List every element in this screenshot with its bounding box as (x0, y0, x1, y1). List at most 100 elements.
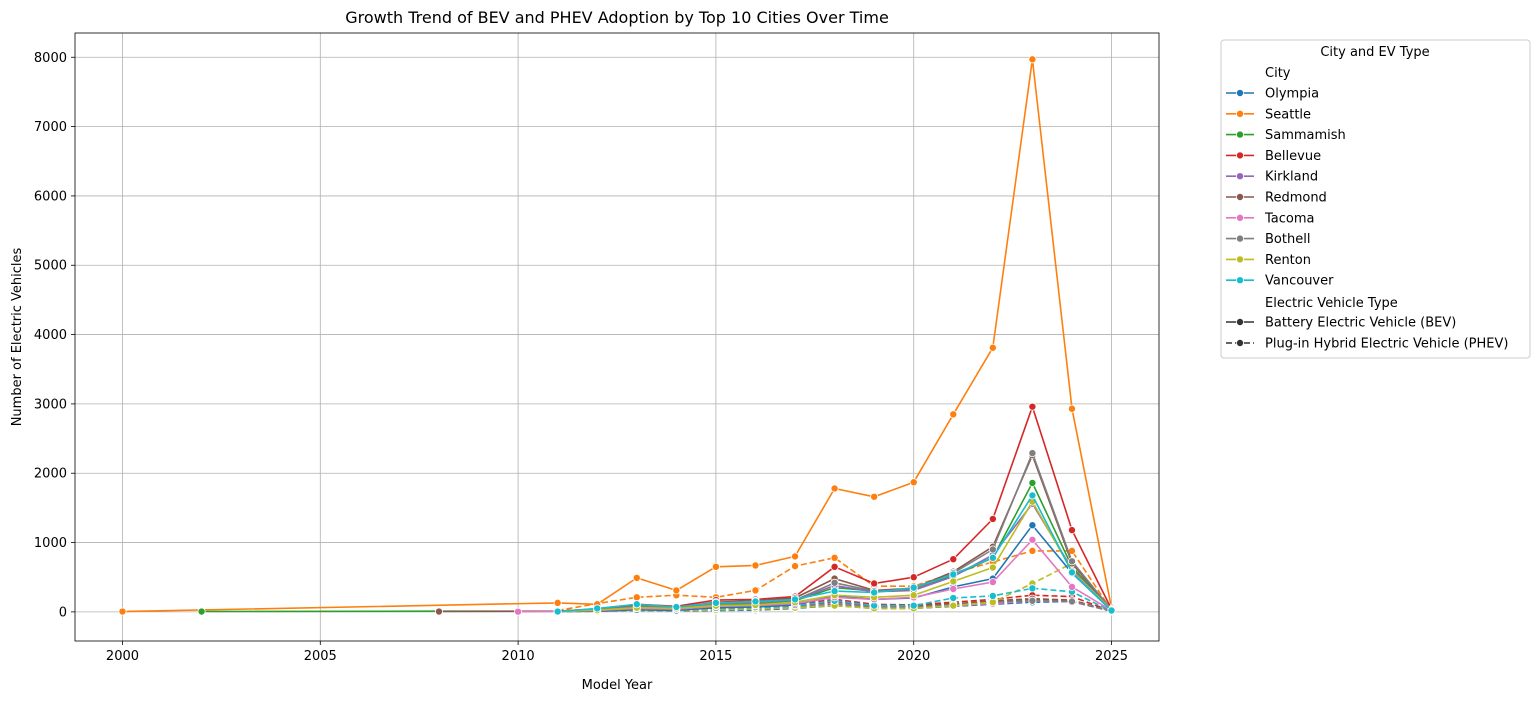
data-point-vancouver-bev (870, 588, 879, 597)
data-point-bellevue-bev (1067, 526, 1076, 535)
series-line-seattle-bev (122, 58, 1113, 613)
legend-item-seattle: Seattle (1226, 107, 1311, 122)
data-point-renton-bev (909, 591, 918, 600)
data-point-seattle-bev (1067, 404, 1076, 413)
data-point-seattle-bev (870, 492, 879, 501)
data-point-renton-bev (949, 577, 958, 586)
legend-label-redmond: Redmond (1265, 191, 1327, 206)
data-point-vancouver-bev (1028, 491, 1037, 500)
data-point-sammamish-bev (1028, 478, 1037, 487)
data-point-seattle-phev (830, 553, 839, 562)
legend-type-marker (1236, 338, 1245, 347)
x-tick-label: 2005 (304, 649, 337, 664)
data-point-seattle-bev (949, 410, 958, 419)
axis-ticks: 2000 2005 2010 2015 2020 2025 0 1000 2000 3000 400… (34, 51, 1128, 664)
legend-type-solid: Battery Electric Vehicle (BEV) (1226, 316, 1456, 331)
plot-area-frame (74, 32, 1160, 642)
legend-item-bothell: Bothell (1226, 232, 1310, 247)
x-tick-label: 2000 (106, 649, 139, 664)
legend-label-kirkland: Kirkland (1265, 170, 1318, 185)
series-lines (118, 55, 1116, 616)
legend: City and EV Type City Olympia Seattle Samm… (1220, 39, 1531, 359)
x-tick-label: 2025 (1095, 649, 1128, 664)
series-line-redmond-bev (438, 454, 1113, 613)
data-point-vancouver-bev (553, 607, 562, 616)
data-point-vancouver-bev (672, 603, 681, 612)
data-point-bellevue-bev (1028, 402, 1037, 411)
data-point-seattle-bev (672, 586, 681, 595)
data-point-seattle-bev (118, 607, 127, 616)
data-point-seattle-phev (791, 562, 800, 571)
y-tick-label: 3000 (34, 397, 67, 412)
legend-item-bellevue: Bellevue (1226, 149, 1321, 164)
legend-marker-bothell (1236, 234, 1245, 243)
legend-item-sammamish: Sammamish (1226, 128, 1346, 143)
legend-type-marker (1236, 317, 1245, 326)
data-point-bellevue-bev (909, 573, 918, 582)
legend-marker-sammamish (1236, 130, 1245, 139)
grid-lines (75, 33, 1159, 641)
data-point-bothell-phev (1028, 596, 1037, 605)
data-point-redmond-bev (434, 607, 443, 616)
legend-marker-renton (1236, 255, 1245, 264)
data-point-tacoma-bev (988, 578, 997, 587)
legend-city-entries: Olympia Seattle Sammamish Bellevue Kirkland R… (1226, 87, 1346, 289)
data-point-tacoma-bev (1067, 582, 1076, 591)
x-tick-label: 2010 (502, 649, 535, 664)
data-point-seattle-bev (711, 562, 720, 571)
legend-frame (1220, 39, 1531, 359)
legend-marker-olympia (1236, 89, 1245, 98)
data-point-bothell-bev (830, 578, 839, 587)
series-sammamish-bev (197, 478, 1116, 616)
legend-item-kirkland: Kirkland (1226, 170, 1318, 185)
data-point-olympia-bev (1028, 521, 1037, 530)
data-point-seattle-bev (909, 478, 918, 487)
y-tick-label: 4000 (34, 328, 67, 343)
data-point-bothell-bev (1028, 449, 1037, 458)
data-point-renton-bev (988, 563, 997, 572)
data-point-tacoma-bev (949, 585, 958, 594)
data-point-bellevue-bev (949, 555, 958, 564)
y-tick-label: 1000 (34, 536, 67, 551)
y-tick-label: 8000 (34, 51, 67, 66)
data-point-seattle-bev (751, 561, 760, 570)
y-tick-label: 6000 (34, 189, 67, 204)
data-point-vancouver-phev (949, 594, 958, 603)
legend-label-tacoma: Tacoma (1264, 211, 1315, 226)
data-point-bothell-phev (1067, 597, 1076, 606)
series-line-tacoma-bev (518, 538, 1112, 613)
legend-label-seattle: Seattle (1265, 107, 1311, 122)
legend-city-header: City (1265, 66, 1291, 81)
x-axis-title: Model Year (582, 678, 653, 693)
legend-marker-bellevue (1236, 151, 1245, 160)
legend-type-dashed: Plug-in Hybrid Electric Vehicle (PHEV) (1226, 337, 1508, 352)
y-axis-title: Number of Electric Vehicles (10, 247, 25, 426)
legend-label-sammamish: Sammamish (1265, 128, 1346, 143)
legend-item-redmond: Redmond (1226, 191, 1327, 206)
y-tick-label: 0 (59, 605, 67, 620)
y-tick-label: 5000 (34, 259, 67, 274)
data-point-seattle-phev (751, 586, 760, 595)
data-point-seattle-bev (988, 343, 997, 352)
data-point-vancouver-phev (988, 591, 997, 600)
legend-type-label: Battery Electric Vehicle (BEV) (1265, 316, 1456, 331)
data-point-seattle-phev (632, 593, 641, 602)
data-point-seattle-phev (1028, 546, 1037, 555)
x-tick-label: 2015 (699, 649, 732, 664)
y-tick-label: 7000 (34, 120, 67, 135)
data-point-bellevue-bev (870, 579, 879, 588)
data-point-vancouver-bev (632, 600, 641, 609)
data-point-vancouver-bev (791, 595, 800, 604)
x-tick-label: 2020 (897, 649, 930, 664)
legend-label-renton: Renton (1265, 253, 1311, 268)
legend-title: City and EV Type (1320, 45, 1429, 60)
data-point-bothell-bev (1067, 557, 1076, 566)
data-point-seattle-bev (553, 598, 562, 607)
series-line-sammamish-bev (201, 482, 1113, 613)
legend-marker-kirkland (1236, 172, 1245, 181)
series-seattle-bev (118, 55, 1116, 616)
data-point-seattle-bev (1028, 55, 1037, 64)
legend-item-olympia: Olympia (1226, 87, 1319, 102)
data-point-sammamish-bev (197, 607, 206, 616)
